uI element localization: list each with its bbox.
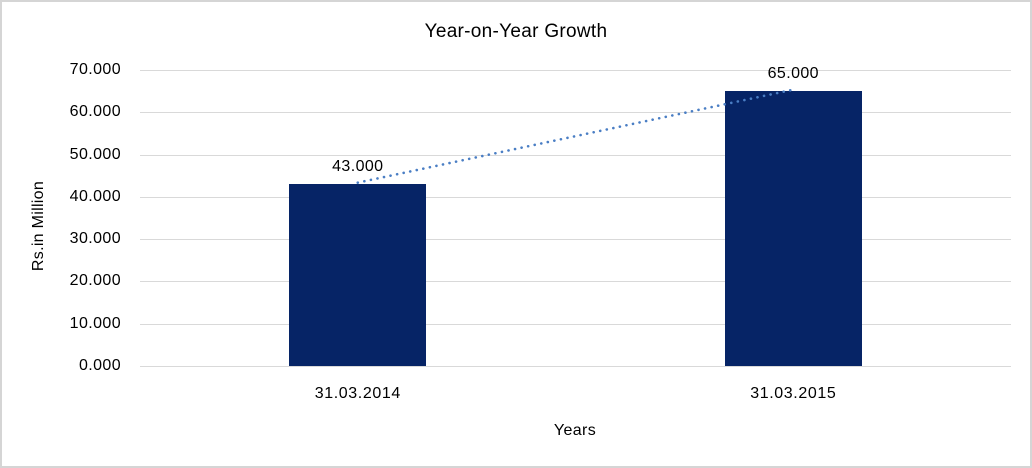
y-axis-title: Rs.in Million <box>30 180 47 272</box>
y-tick-label: 0.000 <box>78 357 121 374</box>
gridline <box>140 154 1011 156</box>
bar-value-label: 43.000 <box>332 158 384 176</box>
x-tick-label: 31.03.2015 <box>750 385 837 402</box>
gridline <box>140 281 1011 283</box>
y-tick-label: 10.000 <box>69 314 121 332</box>
gridline <box>140 70 1011 71</box>
y-tick-label: 60.000 <box>69 103 121 121</box>
gridline <box>140 366 1011 367</box>
y-tick-label: 40.000 <box>69 187 121 205</box>
gridline <box>140 239 1011 241</box>
trendline <box>356 88 795 184</box>
x-axis-title: Years <box>553 422 597 439</box>
y-tick-label: 30.000 <box>69 230 121 248</box>
gridline <box>140 196 1011 198</box>
y-tick-label: 50.000 <box>69 145 121 163</box>
gridline <box>140 323 1011 325</box>
y-tick-label: 70.000 <box>69 61 121 78</box>
x-tick-label: 31.03.2014 <box>314 385 401 402</box>
bar-31.03.2015 <box>724 91 862 366</box>
plot-area <box>140 70 1011 367</box>
bar-value-label: 65.000 <box>767 65 819 83</box>
y-tick-label: 20.000 <box>69 272 121 290</box>
chart-title: Year-on-Year Growth <box>424 21 608 42</box>
bar-31.03.2014 <box>289 184 427 366</box>
gridline <box>140 112 1011 114</box>
